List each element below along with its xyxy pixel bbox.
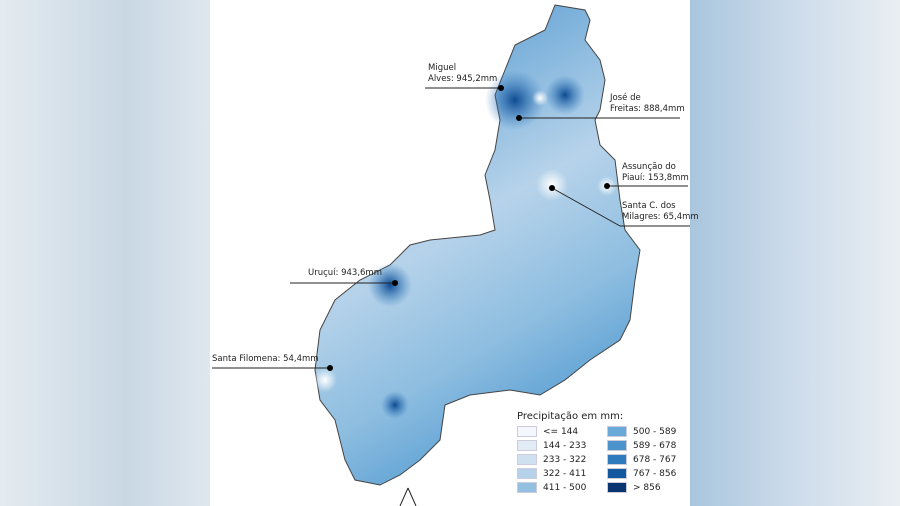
legend-item: 500 - 589 — [607, 426, 697, 437]
legend-item: 767 - 856 — [607, 468, 697, 479]
legend-swatch — [517, 468, 537, 479]
legend-item: 589 - 678 — [607, 440, 697, 451]
legend-label: <= 144 — [543, 426, 579, 437]
legend-swatch — [517, 440, 537, 451]
legend-label: 233 - 322 — [543, 454, 587, 465]
label-urucui: Uruçuí: 943,6mm — [308, 268, 382, 278]
legend-swatch — [607, 426, 627, 437]
legend-label: 144 - 233 — [543, 440, 587, 451]
legend-item: 233 - 322 — [517, 454, 607, 465]
blurred-background-right — [690, 0, 900, 506]
north-arrow-icon — [399, 487, 417, 506]
label-leader-lines — [212, 87, 690, 369]
legend-swatch — [607, 440, 627, 451]
legend-item: 678 - 767 — [607, 454, 697, 465]
legend-label: 322 - 411 — [543, 468, 587, 479]
legend-title: Precipitação em mm: — [517, 411, 624, 422]
label-santa-cruz-dos-milagres: Santa C. dos Milagres: 65,4mm — [622, 201, 699, 222]
legend-label: 767 - 856 — [633, 468, 677, 479]
legend-label: 500 - 589 — [633, 426, 677, 437]
legend-label: 589 - 678 — [633, 440, 677, 451]
legend-item: <= 144 — [517, 426, 607, 437]
legend-swatch — [607, 454, 627, 465]
label-jose-de-freitas: José de Freitas: 888,4mm — [610, 93, 685, 114]
legend-swatch — [517, 426, 537, 437]
legend-label: > 856 — [633, 482, 661, 493]
label-assuncao-do-piaui: Assunção do Piauí: 153,8mm — [622, 162, 689, 183]
precipitation-highlights — [313, 70, 617, 419]
label-miguel-alves: Miguel Alves: 945,2mm — [428, 63, 498, 84]
label-santa-filomena: Santa Filomena: 54,4mm — [212, 354, 319, 364]
legend-item: 144 - 233 — [517, 440, 607, 451]
legend-swatch — [607, 468, 627, 479]
legend-swatch — [517, 454, 537, 465]
legend-item: 411 - 500 — [517, 482, 607, 493]
map-legend: Precipitação em mm: <= 144 500 - 589 144 -… — [517, 411, 697, 493]
legend-label: 678 - 767 — [633, 454, 677, 465]
legend-swatch — [607, 482, 627, 493]
blurred-background-left — [0, 0, 210, 506]
legend-item: > 856 — [607, 482, 697, 493]
legend-swatch — [517, 482, 537, 493]
legend-item: 322 - 411 — [517, 468, 607, 479]
station-markers — [327, 85, 610, 371]
piaui-state-outline — [314, 4, 641, 486]
legend-label: 411 - 500 — [543, 482, 587, 493]
